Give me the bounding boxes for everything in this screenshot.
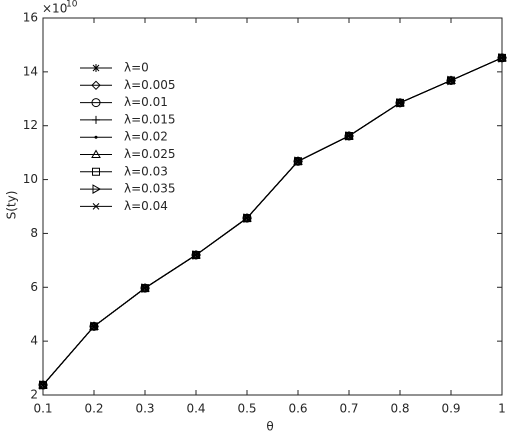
y-tick-label: 4: [30, 334, 38, 348]
axes-box: [42, 17, 503, 396]
y-tick-label: 8: [30, 226, 38, 240]
y-tick-label: 16: [23, 11, 38, 25]
marker: [192, 251, 200, 259]
marker: [345, 131, 355, 141]
marker: [498, 54, 506, 62]
x-tick-label: 0.4: [186, 402, 205, 416]
marker: [396, 97, 406, 108]
series-line: [42, 57, 503, 386]
legend-label: λ=0.035: [124, 182, 176, 196]
marker: [243, 213, 253, 223]
y-axis-label: S(ty): [5, 191, 19, 220]
marker: [396, 99, 404, 107]
marker: [90, 322, 98, 330]
y-tick-label: 2: [30, 388, 38, 402]
series-line: [42, 57, 503, 386]
series-line: [42, 57, 503, 386]
legend-label: λ=0.03: [124, 164, 168, 178]
series-line: [42, 57, 503, 386]
y-tick-label: 14: [23, 64, 38, 78]
x-tick-label: 0.8: [390, 402, 409, 416]
legend-marker: [92, 115, 100, 124]
x-axis-label: θ: [266, 420, 273, 434]
legend-label: λ=0.04: [124, 199, 168, 213]
legend-marker: [91, 98, 101, 108]
x-tick-label: 1: [498, 402, 506, 416]
legend-marker: [94, 135, 98, 139]
marker: [192, 250, 202, 260]
x-tick-label: 0.6: [288, 402, 307, 416]
marker: [89, 321, 99, 330]
legend-marker: [92, 203, 100, 210]
legend-label: λ=0: [124, 61, 149, 75]
marker: [243, 214, 251, 222]
series-line: [42, 57, 503, 386]
legend-label: λ=0.025: [124, 147, 176, 161]
marker: [344, 130, 354, 140]
y-multiplier-base: ×10: [42, 2, 67, 16]
marker: [294, 156, 304, 167]
marker: [242, 213, 252, 222]
legend-marker: [91, 80, 101, 91]
x-tick-label: 0.1: [33, 402, 52, 416]
marker: [345, 132, 353, 140]
marker: [141, 284, 149, 292]
x-tick-label: 0.7: [339, 402, 358, 416]
x-tick-label: 0.2: [84, 402, 103, 416]
marker: [191, 249, 201, 259]
series-line: [42, 57, 503, 386]
x-tick-label: 0.3: [135, 402, 154, 416]
marker: [38, 380, 48, 389]
legend-marker: [92, 184, 102, 194]
marker: [39, 381, 47, 389]
y-multiplier-exponent: 10: [66, 0, 78, 10]
legend-label: λ=0.01: [124, 95, 168, 109]
marker: [447, 77, 455, 84]
legend-marker: [92, 64, 100, 72]
y-tick-label: 10: [23, 172, 38, 186]
marker: [141, 283, 151, 293]
legend-marker: [91, 149, 101, 158]
marker: [498, 52, 508, 63]
legend-label: λ=0.005: [124, 78, 176, 92]
legend-label: λ=0.02: [124, 130, 168, 144]
y-tick-label: 6: [30, 280, 38, 294]
marker: [90, 321, 100, 332]
x-tick-label: 0.9: [441, 402, 460, 416]
legend-marker: [92, 167, 100, 176]
series-line: [42, 57, 503, 386]
series-line: [42, 57, 503, 386]
marker: [294, 157, 302, 165]
legend-label: λ=0.015: [124, 112, 176, 126]
x-tick-label: 0.5: [237, 402, 256, 416]
marker: [447, 75, 457, 86]
series-line: [42, 57, 503, 386]
y-tick-label: 12: [23, 118, 38, 132]
marker: [39, 380, 49, 390]
